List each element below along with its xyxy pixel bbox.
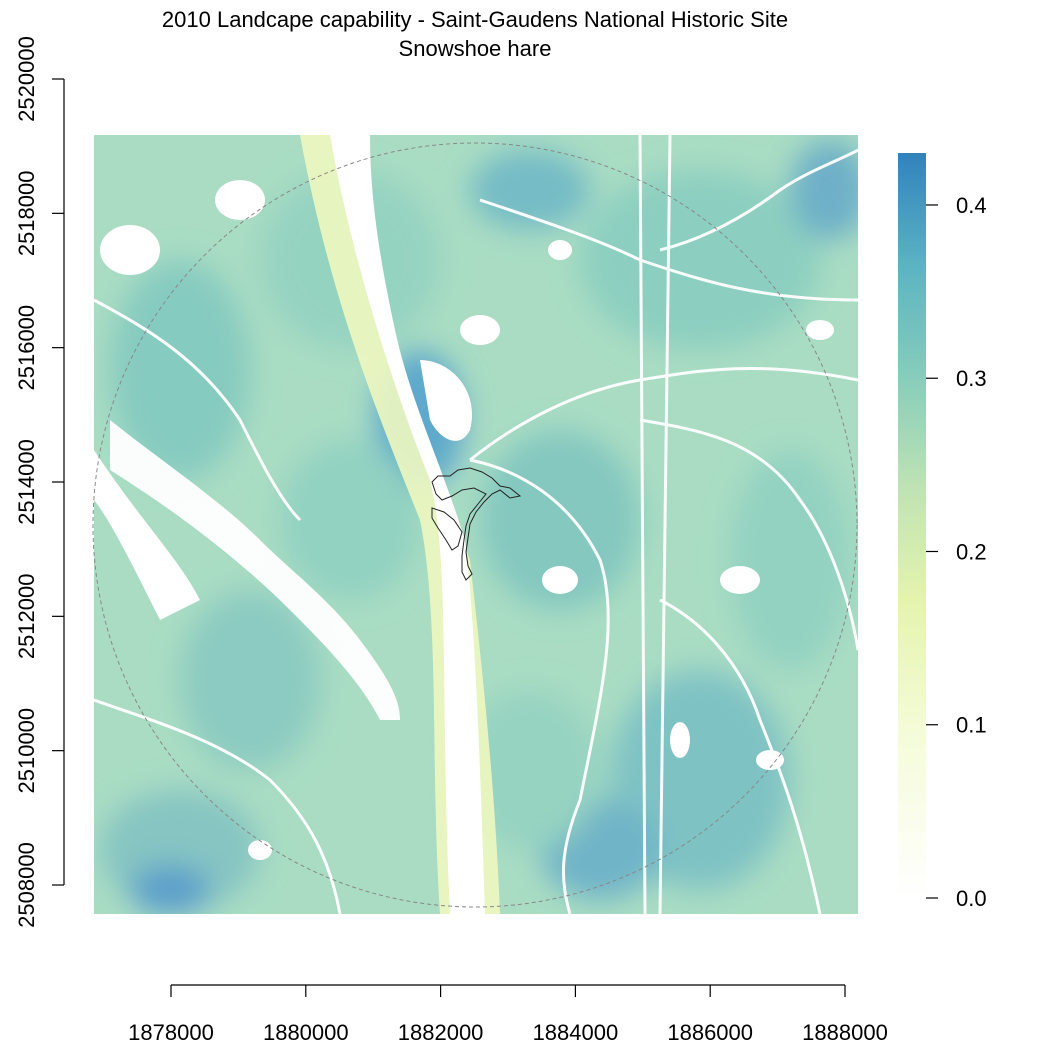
capability-raster (94, 135, 858, 914)
x-axis-tick-label: 1880000 (263, 1020, 349, 1045)
x-axis-tick-label: 1882000 (398, 1020, 484, 1045)
y-axis-tick-label: 2510000 (14, 708, 39, 794)
legend: 0.0 0.1 0.2 0.3 0.4 (898, 153, 987, 911)
y-axis-tick-label: 2514000 (14, 439, 39, 525)
y-axis-tick-label: 2518000 (14, 171, 39, 257)
park-boundary (431, 467, 522, 581)
legend-tick-label: 0.2 (956, 539, 987, 564)
legend-tick-label: 0.1 (956, 713, 987, 738)
x-axis-tick-label: 1886000 (667, 1020, 753, 1045)
y-axis-tick-label: 2520000 (14, 36, 39, 122)
x-axis-tick-label: 1884000 (533, 1020, 619, 1045)
y-axis-tick-label: 2508000 (14, 842, 39, 928)
map-title: 2010 Landcape capability - Saint-Gaudens… (162, 7, 788, 32)
x-axis: 1878000 1880000 1882000 1884000 1886000 18880… (128, 984, 888, 1045)
y-axis-tick-label: 2516000 (14, 305, 39, 391)
legend-tick-label: 0.4 (956, 193, 987, 218)
legend-tick-label: 0.0 (956, 886, 987, 911)
legend-tick-label: 0.3 (956, 366, 987, 391)
legend-colorbar (898, 153, 926, 898)
x-axis-tick-label: 1888000 (802, 1020, 888, 1045)
x-axis-tick-label: 1878000 (128, 1020, 214, 1045)
y-axis-tick-label: 2512000 (14, 574, 39, 660)
map-subtitle: Snowshoe hare (399, 36, 552, 61)
buffer-outline (92, 142, 858, 908)
y-axis: 2508000 2510000 2512000 2514000 2516000 25180… (14, 36, 65, 928)
